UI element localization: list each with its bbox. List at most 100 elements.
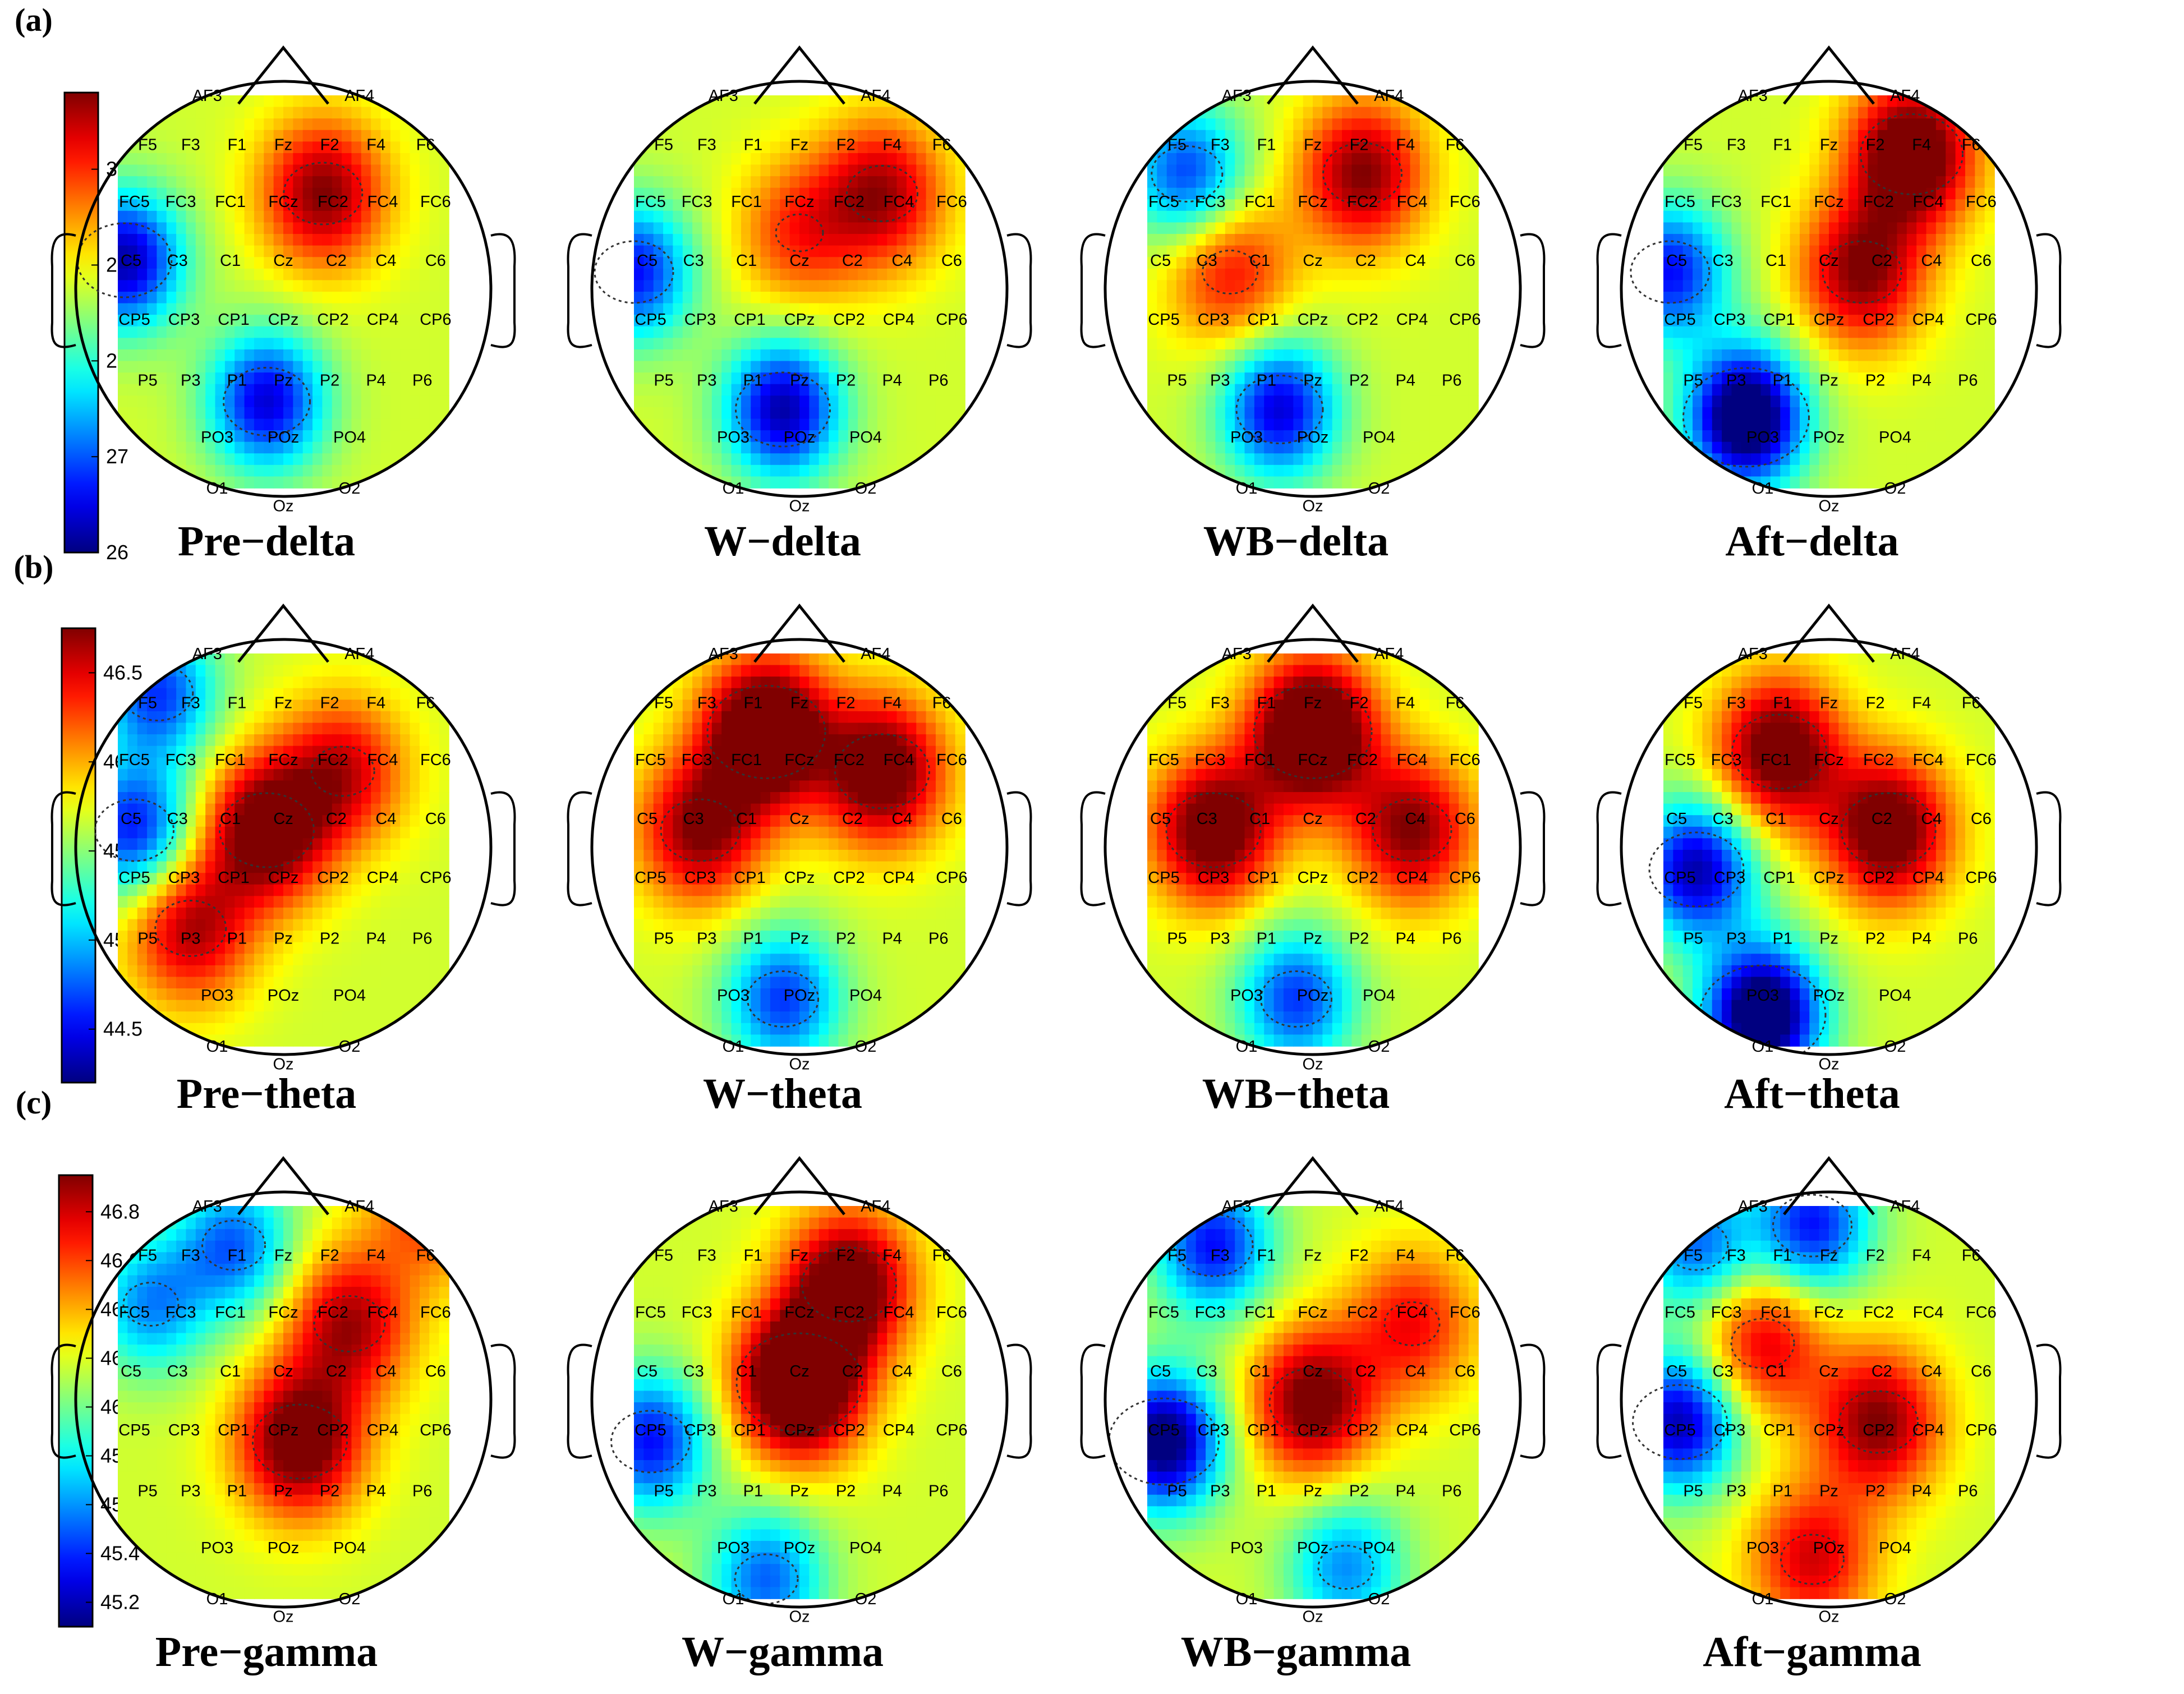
electrode-label: O2	[1884, 480, 1906, 498]
electrode-label: PO3	[1746, 1539, 1779, 1557]
electrode-label: Oz	[273, 498, 293, 515]
electrode-label: O1	[206, 480, 228, 498]
electrode-label: P2	[836, 372, 856, 390]
electrode-label: C6	[941, 252, 962, 270]
electrode-label: CP6	[420, 311, 451, 329]
electrode-label: FC2	[318, 1304, 348, 1322]
electrode-label: O2	[855, 480, 877, 498]
electrode-label: C6	[425, 1362, 446, 1380]
electrode-label: FC3	[165, 193, 196, 211]
electrode-label: C1	[220, 810, 241, 828]
nose	[1783, 1156, 1875, 1216]
nose	[1267, 45, 1359, 105]
colorbar-tick-label: 45.4	[100, 1541, 140, 1564]
electrode-label: CP4	[367, 869, 398, 887]
electrode-label: P3	[181, 372, 200, 390]
electrode-label: P3	[181, 1483, 200, 1500]
contour-line	[1730, 1318, 1795, 1369]
electrode-label: CP6	[1449, 311, 1480, 329]
colorbar-tick-label: 46.8	[100, 1200, 140, 1223]
contour-line	[1648, 831, 1745, 908]
electrode-label: F3	[181, 1247, 200, 1265]
contour-line	[735, 371, 831, 448]
electrode-label: C6	[425, 810, 446, 828]
nose	[1783, 45, 1875, 105]
electrode-label: F5	[1684, 1247, 1703, 1265]
electrode-label: FC4	[1397, 751, 1428, 769]
electrode-label: C1	[220, 252, 241, 270]
contour-line	[1173, 1213, 1254, 1277]
electrode-label: CP5	[1664, 869, 1695, 887]
electrode-label: FC4	[1913, 1304, 1944, 1322]
contour-line	[1268, 1368, 1357, 1437]
electrode-label: CP3	[684, 869, 716, 887]
electrode-label: P6	[928, 1483, 948, 1500]
electrode-label: P2	[320, 372, 339, 390]
electrode-label: O1	[1236, 1590, 1258, 1608]
electrode-label: C4	[1405, 1362, 1426, 1380]
electrode-label: Cz	[1819, 810, 1838, 828]
electrode-label: P6	[928, 930, 948, 948]
electrode-label: FC4	[1913, 751, 1944, 769]
contour-line	[154, 900, 227, 957]
electrode-label: CP1	[734, 1421, 765, 1439]
electrode-label: F4	[882, 694, 902, 712]
electrode-label: CP5	[1148, 311, 1179, 329]
ear	[567, 1343, 592, 1459]
contour-line	[252, 1403, 348, 1480]
electrode-label: C4	[1921, 1362, 1942, 1380]
electrode-label: O2	[339, 480, 361, 498]
contour-line	[1731, 713, 1827, 790]
electrode-label: O1	[1236, 480, 1258, 498]
electrode-label: P5	[137, 1483, 157, 1500]
map-title: W−gamma	[682, 1628, 884, 1675]
electrode-label: F6	[416, 136, 435, 154]
electrode-label: CP4	[1912, 1421, 1944, 1439]
contour-line	[1682, 367, 1810, 468]
electrode-label: PO3	[201, 987, 233, 1005]
electrode-label: FC4	[1397, 193, 1428, 211]
electrode-label: F4	[1912, 694, 1931, 712]
electrode-label: CP2	[1346, 1421, 1378, 1439]
map-title: Pre−theta	[177, 1070, 356, 1117]
electrode-label: AF4	[861, 1198, 890, 1216]
electrode-label: Cz	[789, 1362, 809, 1380]
electrode-label: F5	[654, 1247, 673, 1265]
electrode-label: FC3	[682, 1304, 712, 1322]
topomap: AF3 AF4 F5 F3 F1 Fz F2 F4 F6 FC5 FC3 FC1 FCz FC2 FC4 FC…	[567, 1156, 1032, 1675]
electrode-label: PO3	[1230, 1539, 1263, 1557]
ear	[1006, 791, 1032, 906]
electrode-label: C1	[736, 810, 757, 828]
contour-line	[1322, 142, 1403, 206]
electrode-label: C5	[1666, 252, 1687, 270]
electrode-label: Fz	[1304, 136, 1322, 154]
electrode-label: FC3	[1711, 751, 1742, 769]
electrode-label: FC3	[1711, 1304, 1742, 1322]
electrode-label: P4	[366, 930, 385, 948]
electrode-label: P6	[412, 1483, 432, 1500]
electrode-label: FC4	[367, 1304, 398, 1322]
electrode-label: CP1	[1247, 869, 1279, 887]
electrode-label: P3	[1726, 372, 1746, 390]
electrode-label: FC2	[1347, 1304, 1378, 1322]
electrode-label: CP3	[1714, 311, 1745, 329]
electrode-label: FCz	[784, 1304, 814, 1322]
electrode-label: POz	[1813, 429, 1845, 446]
electrode-label: POz	[1297, 429, 1328, 446]
electrode-label: O1	[206, 1590, 228, 1608]
electrode-label: FC3	[1195, 751, 1226, 769]
map-title: Pre−delta	[178, 518, 355, 565]
electrode-label: AF4	[1890, 87, 1920, 105]
contour-line	[775, 213, 824, 252]
electrode-label: P1	[1773, 1483, 1792, 1500]
electrode-label: POz	[784, 1539, 815, 1557]
electrode-label: FC3	[1195, 193, 1226, 211]
electrode-label: FC5	[119, 751, 150, 769]
electrode-label: P2	[1865, 1483, 1885, 1500]
ear	[1596, 791, 1622, 906]
heatmap-field	[1663, 1206, 1995, 1599]
electrode-label: CP1	[218, 869, 249, 887]
electrode-label: AF4	[344, 645, 374, 663]
electrode-label: F2	[836, 694, 856, 712]
electrode-label: FC1	[1244, 1304, 1275, 1322]
